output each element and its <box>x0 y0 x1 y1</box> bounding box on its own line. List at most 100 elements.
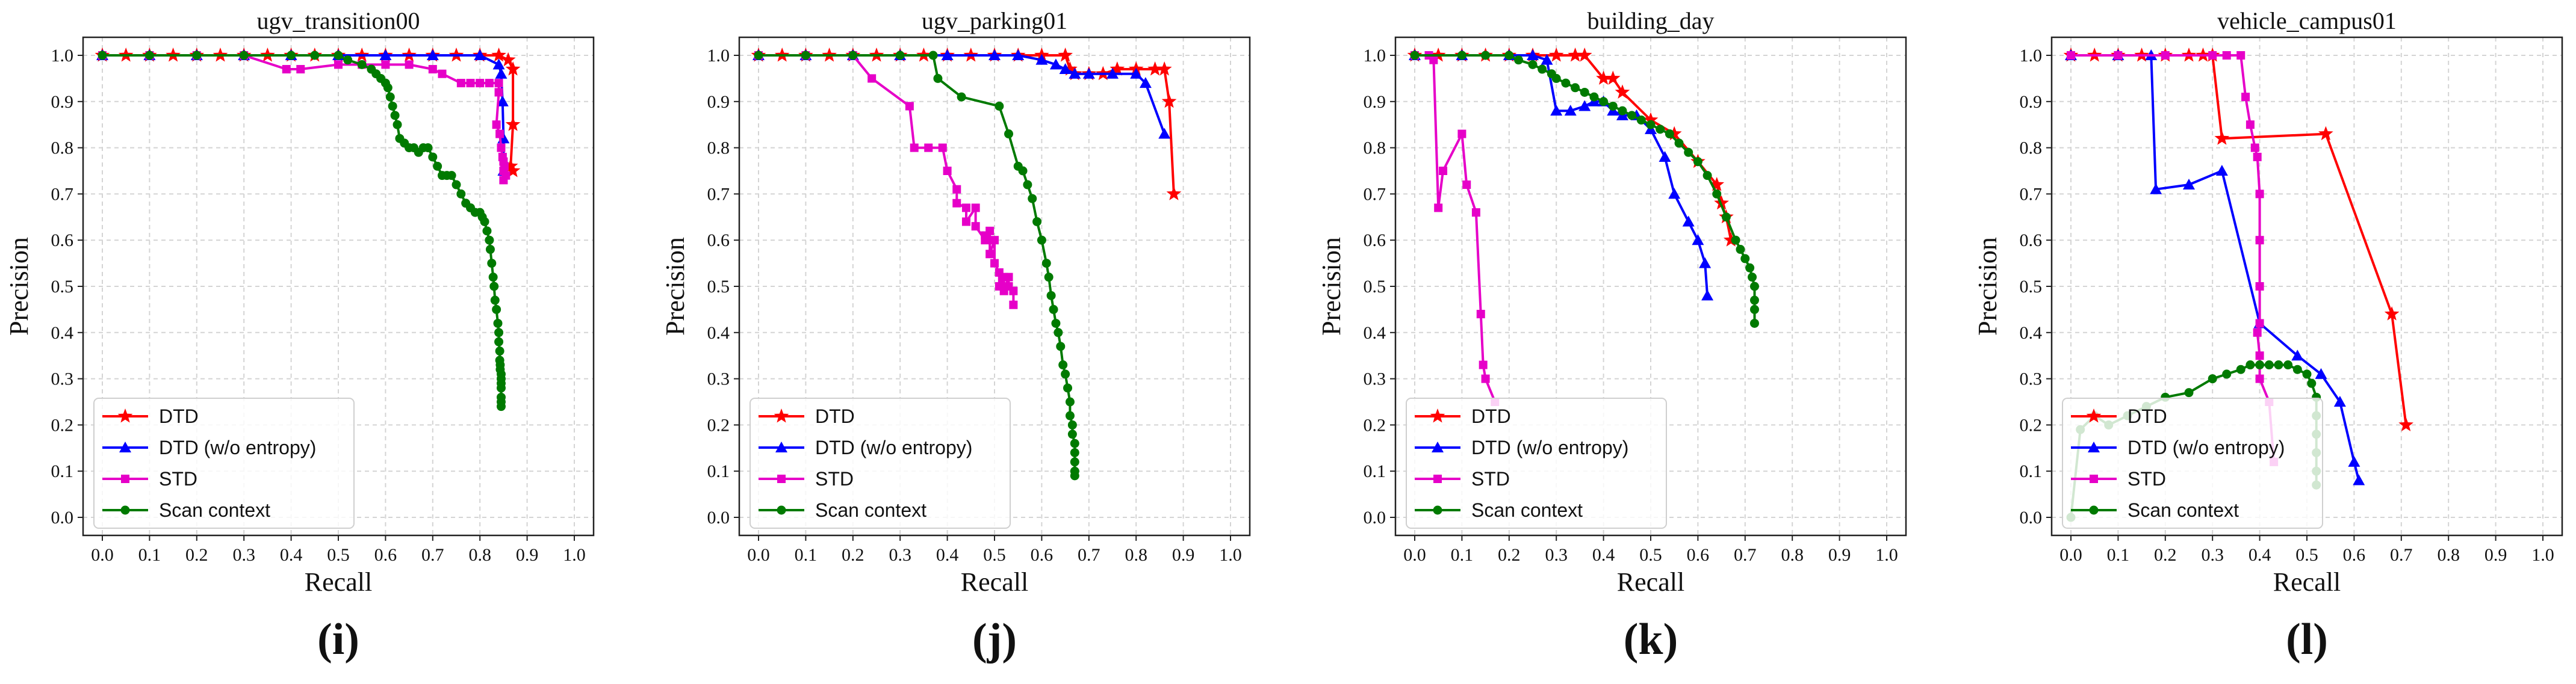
data-point <box>1063 383 1073 393</box>
x-tick-label: 0.5 <box>983 545 1006 565</box>
data-point <box>1740 254 1750 263</box>
data-point <box>1693 157 1702 167</box>
series-scan-context <box>98 51 506 411</box>
legend-box <box>93 398 355 529</box>
y-tick-label: 0.6 <box>1364 230 1386 250</box>
data-point <box>1561 78 1571 88</box>
data-point <box>2318 126 2333 141</box>
data-point <box>485 245 495 254</box>
data-point <box>1106 67 1119 79</box>
data-point <box>1009 286 1018 295</box>
y-tick-label: 0.1 <box>1364 461 1386 481</box>
data-point <box>496 95 509 106</box>
legend-box <box>1406 398 1667 529</box>
data-point <box>1643 112 1659 126</box>
data-point <box>487 259 497 268</box>
legend-box <box>2062 398 2323 529</box>
data-point <box>2067 51 2075 60</box>
data-point <box>1166 186 1182 200</box>
data-point <box>1571 83 1580 93</box>
data-point <box>2236 365 2245 374</box>
data-point <box>990 236 999 245</box>
data-point <box>1044 273 1054 282</box>
y-tick-label: 0.2 <box>707 415 730 435</box>
chart-panel-0: 0.0 0.1 0.2 0.3 0.4 0.5 0.6 0.7 0.8 0.9 1.0 0.0 0.1 0… <box>4 7 595 664</box>
data-point <box>1067 430 1077 439</box>
data-point <box>1139 77 1152 88</box>
data-point <box>1564 105 1577 116</box>
data-point <box>961 203 970 212</box>
y-tick-label: 0.2 <box>2020 415 2043 435</box>
legend-box <box>750 398 1011 529</box>
x-tick-label: 0.2 <box>1498 545 1521 565</box>
legend-entry: STD <box>1415 468 1510 490</box>
data-point <box>496 402 506 411</box>
legend-label: STD <box>1471 468 1510 490</box>
x-tick-label: 0.3 <box>2201 545 2224 565</box>
data-point <box>1481 51 1491 60</box>
legend-marker <box>2090 475 2098 483</box>
legend: DTD DTD (w/o entropy) STD Scan context <box>1406 398 1667 529</box>
y-tick-label: 0.7 <box>2020 184 2043 204</box>
series-line <box>1415 54 1497 402</box>
legend-entry: Scan context <box>759 499 926 521</box>
y-axis-label: Precision <box>4 237 34 336</box>
data-point <box>1618 106 1627 116</box>
data-point <box>1608 101 1618 111</box>
data-point <box>2398 417 2413 431</box>
y-tick-label: 1.0 <box>2020 46 2043 66</box>
series-line <box>759 54 1015 305</box>
legend-marker <box>120 505 130 515</box>
x-tick-label: 0.0 <box>2059 545 2082 565</box>
y-tick-label: 0.3 <box>51 369 74 389</box>
data-point <box>1059 63 1072 75</box>
data-point <box>2150 183 2162 194</box>
y-tick-label: 0.0 <box>707 508 730 528</box>
data-point <box>495 347 504 356</box>
x-tick-label: 0.8 <box>2437 545 2460 565</box>
legend-entry: STD <box>102 468 197 490</box>
data-point <box>2184 388 2194 398</box>
data-point <box>995 101 1004 111</box>
data-point <box>2215 165 2228 176</box>
data-point <box>1513 55 1523 65</box>
y-tick-label: 0.6 <box>51 230 74 250</box>
x-tick-label: 0.6 <box>1687 545 1710 565</box>
y-tick-label: 0.4 <box>2020 323 2043 343</box>
y-tick-label: 0.6 <box>2020 230 2043 250</box>
x-tick-label: 0.2 <box>185 545 208 565</box>
panel-label: (l) <box>2286 615 2328 664</box>
data-point <box>383 83 393 93</box>
data-point <box>1410 51 1420 60</box>
data-point <box>848 51 858 60</box>
series-scan-context <box>754 51 1079 481</box>
y-tick-label: 0.9 <box>707 92 730 112</box>
data-point <box>379 49 392 60</box>
data-point <box>1666 126 1682 141</box>
data-point <box>334 51 343 60</box>
x-tick-label: 0.8 <box>1781 545 1804 565</box>
data-point <box>1538 64 1547 74</box>
data-point <box>1656 125 1665 134</box>
data-point <box>1712 189 1722 199</box>
data-point <box>405 60 414 69</box>
panel-label: (i) <box>317 615 359 664</box>
x-tick-label: 0.1 <box>138 545 161 565</box>
data-point <box>388 101 397 111</box>
data-point <box>1527 49 1539 60</box>
x-tick-label: 0.3 <box>232 545 255 565</box>
data-point <box>1550 105 1563 116</box>
data-point <box>334 60 343 69</box>
data-point <box>1012 49 1025 60</box>
data-point <box>971 222 980 231</box>
data-point <box>1551 73 1561 83</box>
x-tick-label: 0.3 <box>889 545 911 565</box>
data-point <box>1004 129 1014 139</box>
data-point <box>456 189 466 199</box>
data-point <box>2353 474 2365 485</box>
x-tick-label: 1.0 <box>563 545 586 565</box>
legend-label: DTD <box>2128 405 2167 427</box>
data-point <box>1070 448 1079 457</box>
data-point <box>1429 55 1438 64</box>
data-point <box>2291 350 2304 361</box>
